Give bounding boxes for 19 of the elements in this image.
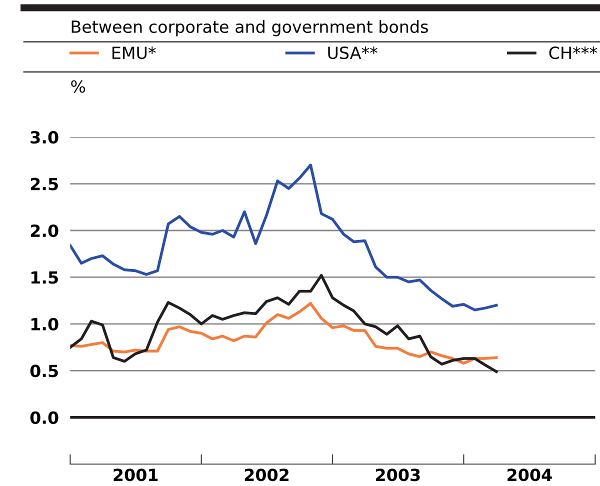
y-tick-label: 2.0: [30, 224, 58, 238]
legend-label: CH***: [549, 46, 598, 60]
line-series: [70, 164, 498, 312]
line-series: [70, 302, 498, 365]
x-tick-label: 2001: [114, 468, 158, 482]
y-tick-label: 2.5: [30, 178, 58, 190]
legend-label: USA**: [328, 46, 378, 60]
line-series: [70, 274, 498, 374]
x-tick-label: 2004: [508, 468, 552, 482]
y-tick-label: 3.0: [30, 131, 58, 144]
legend-label: EMU*: [112, 46, 156, 60]
y-axis-title: %: [71, 80, 86, 93]
x-tick-label: 2002: [244, 468, 289, 482]
y-tick-label: 1.5: [31, 271, 58, 284]
chart-title: Between corporate and government bonds: [72, 20, 428, 36]
y-tick-label: 0.5: [30, 364, 58, 378]
y-tick-label: 1.0: [31, 318, 58, 331]
y-tick-label: 0.0: [30, 411, 58, 424]
x-tick-label: 2003: [376, 468, 420, 482]
